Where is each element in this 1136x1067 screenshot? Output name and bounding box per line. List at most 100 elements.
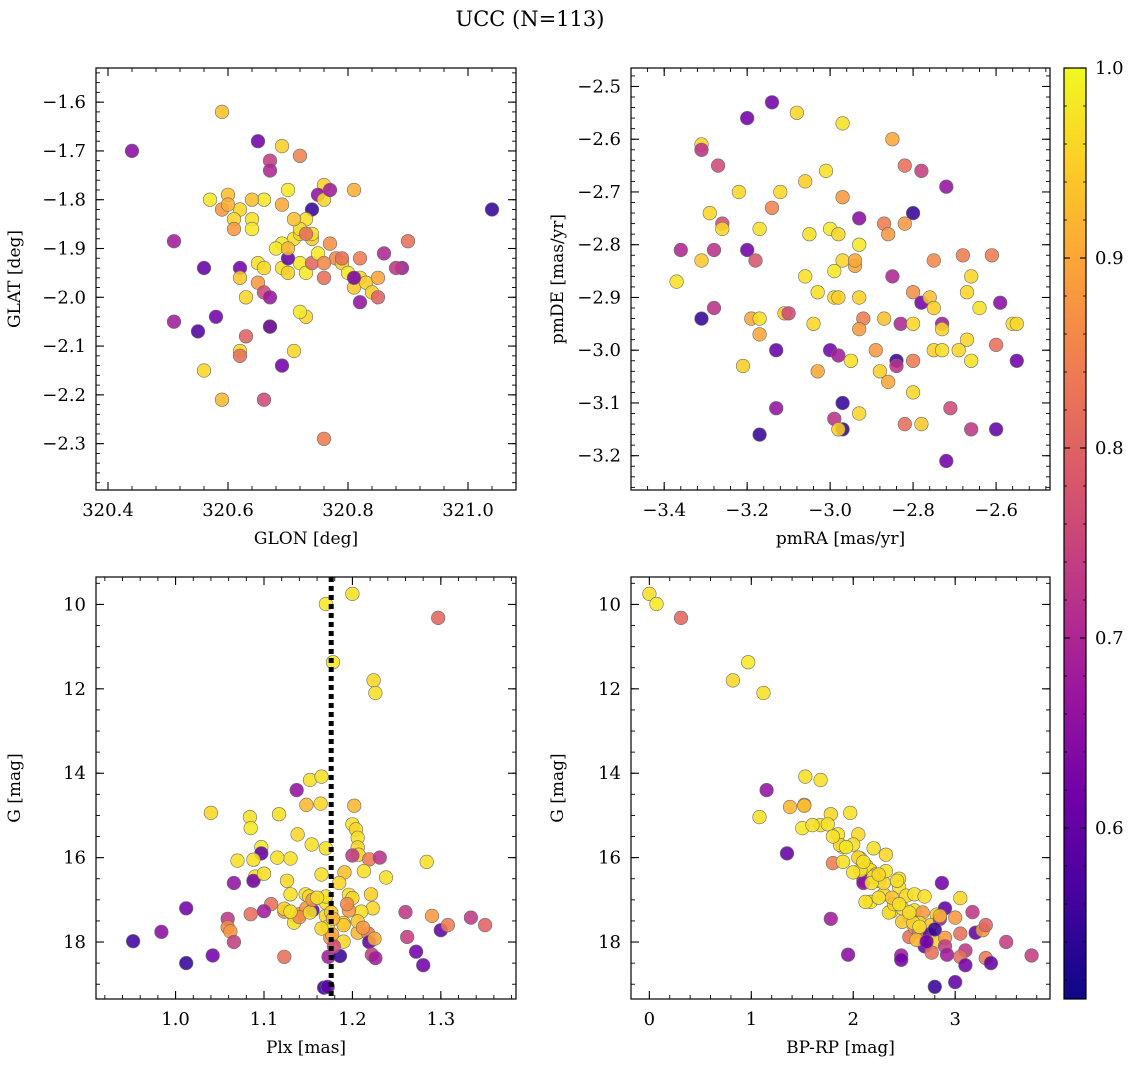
data-point [262, 290, 278, 305]
data-point [810, 364, 825, 379]
data-point [789, 105, 805, 120]
data-point [440, 917, 456, 933]
panel-glon-glat: 320.4 320.6 320.8 321.0 −2.3 −2.2 −2.1 −2.0 −1.9… [5, 67, 517, 549]
data-point [283, 851, 298, 866]
data-point [280, 241, 296, 256]
data-point [917, 889, 932, 904]
data-point [964, 422, 979, 437]
data-point [871, 890, 886, 905]
data-point [885, 269, 900, 284]
data-point [398, 904, 413, 920]
y-tick-label: 10 [63, 594, 86, 615]
data-point [948, 974, 963, 990]
data-point [366, 673, 381, 688]
y-tick-label: −3.2 [577, 446, 621, 467]
data-point [478, 917, 493, 933]
colorbar: 0.6 0.7 0.8 0.9 1.0 [1063, 58, 1124, 1000]
y-tick-label: 14 [63, 763, 86, 784]
data-point [823, 911, 838, 926]
data-point [431, 610, 446, 626]
data-point [999, 934, 1014, 950]
x-tick-label: 1.2 [338, 1009, 367, 1030]
data-point [838, 839, 854, 855]
data-point [292, 148, 308, 163]
y-tick-label: −1.9 [42, 239, 86, 260]
y-tick-label: −2.6 [577, 129, 621, 150]
data-point [274, 139, 290, 154]
data-point [983, 955, 999, 971]
x-tick-label: −3.0 [808, 500, 852, 521]
y-axis-label: G [mag] [5, 753, 25, 822]
data-point [927, 922, 942, 937]
data-point [897, 158, 912, 173]
colorbar-tick-label: 1.0 [1095, 58, 1124, 79]
data-point [885, 132, 900, 147]
data-point [256, 192, 272, 207]
data-point [769, 343, 784, 358]
data-point [314, 867, 329, 882]
data-point [881, 374, 896, 390]
data-point [905, 316, 921, 331]
data-point [345, 586, 360, 602]
data-point [292, 304, 308, 320]
data-point [934, 875, 950, 891]
data-point [831, 227, 846, 242]
data-point [835, 854, 851, 870]
data-point [304, 837, 319, 852]
data-point [852, 237, 867, 252]
figure-title: UCC (N=113) [456, 7, 605, 31]
data-point [769, 401, 784, 416]
y-tick-label: −2.3 [42, 434, 86, 455]
x-tick-label: 1 [746, 1009, 757, 1030]
data-point [126, 934, 141, 949]
data-point [988, 337, 1004, 353]
data-point [953, 926, 968, 941]
data-point [866, 841, 881, 856]
x-tick-label: 1.3 [427, 1009, 456, 1030]
data-point [1024, 948, 1039, 963]
data-point [256, 392, 272, 407]
data-point [268, 241, 284, 256]
y-tick-label: 12 [63, 679, 86, 700]
data-point [905, 385, 921, 400]
data-point [302, 905, 318, 920]
data-point [298, 226, 314, 241]
data-point [246, 852, 261, 867]
y-axis-label: G [mag] [548, 753, 568, 822]
data-point [649, 596, 664, 612]
data-point [310, 890, 325, 905]
data-point [409, 944, 424, 959]
data-point [914, 417, 929, 432]
data-point [286, 212, 302, 227]
y-axis-label: GLAT [deg] [5, 230, 25, 328]
data-point [802, 227, 817, 242]
y-tick-label: −2.7 [577, 182, 621, 203]
data-point [948, 910, 963, 925]
y-tick-label: −1.8 [42, 190, 86, 211]
data-point [280, 265, 296, 281]
y-tick-label: −2.0 [42, 287, 86, 308]
data-point [246, 873, 261, 888]
data-point [953, 890, 968, 906]
data-point [280, 182, 296, 198]
axes-frame [95, 67, 517, 491]
data-point [871, 867, 886, 882]
colorbar-tick-label: 0.6 [1095, 818, 1124, 839]
data-point [852, 322, 867, 337]
data-point [1009, 353, 1024, 368]
data-point [905, 353, 921, 368]
data-point [673, 242, 688, 258]
data-point [897, 417, 912, 432]
data-point [798, 174, 813, 189]
data-point [314, 921, 329, 936]
data-point [825, 829, 841, 844]
data-point [208, 309, 224, 324]
data-point [190, 324, 206, 339]
data-point [419, 854, 434, 870]
data-point [388, 260, 404, 276]
data-point [238, 290, 254, 305]
data-point [179, 955, 194, 971]
data-point [846, 865, 861, 880]
data-point [805, 817, 820, 833]
